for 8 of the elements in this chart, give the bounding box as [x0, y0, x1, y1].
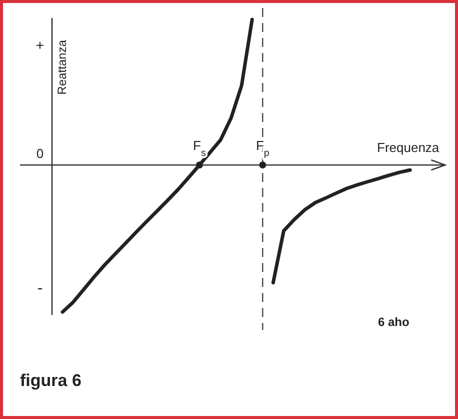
y-axis-title: Reattanza	[55, 40, 69, 95]
text: figura 6	[20, 371, 82, 390]
text: 6 aho	[378, 315, 410, 329]
text: 0	[36, 146, 44, 161]
text: -	[37, 280, 43, 297]
text: +	[36, 37, 44, 53]
x-axis-title: Frequenza	[377, 140, 440, 155]
x-tick-label: F$_{s}$	[193, 138, 206, 158]
